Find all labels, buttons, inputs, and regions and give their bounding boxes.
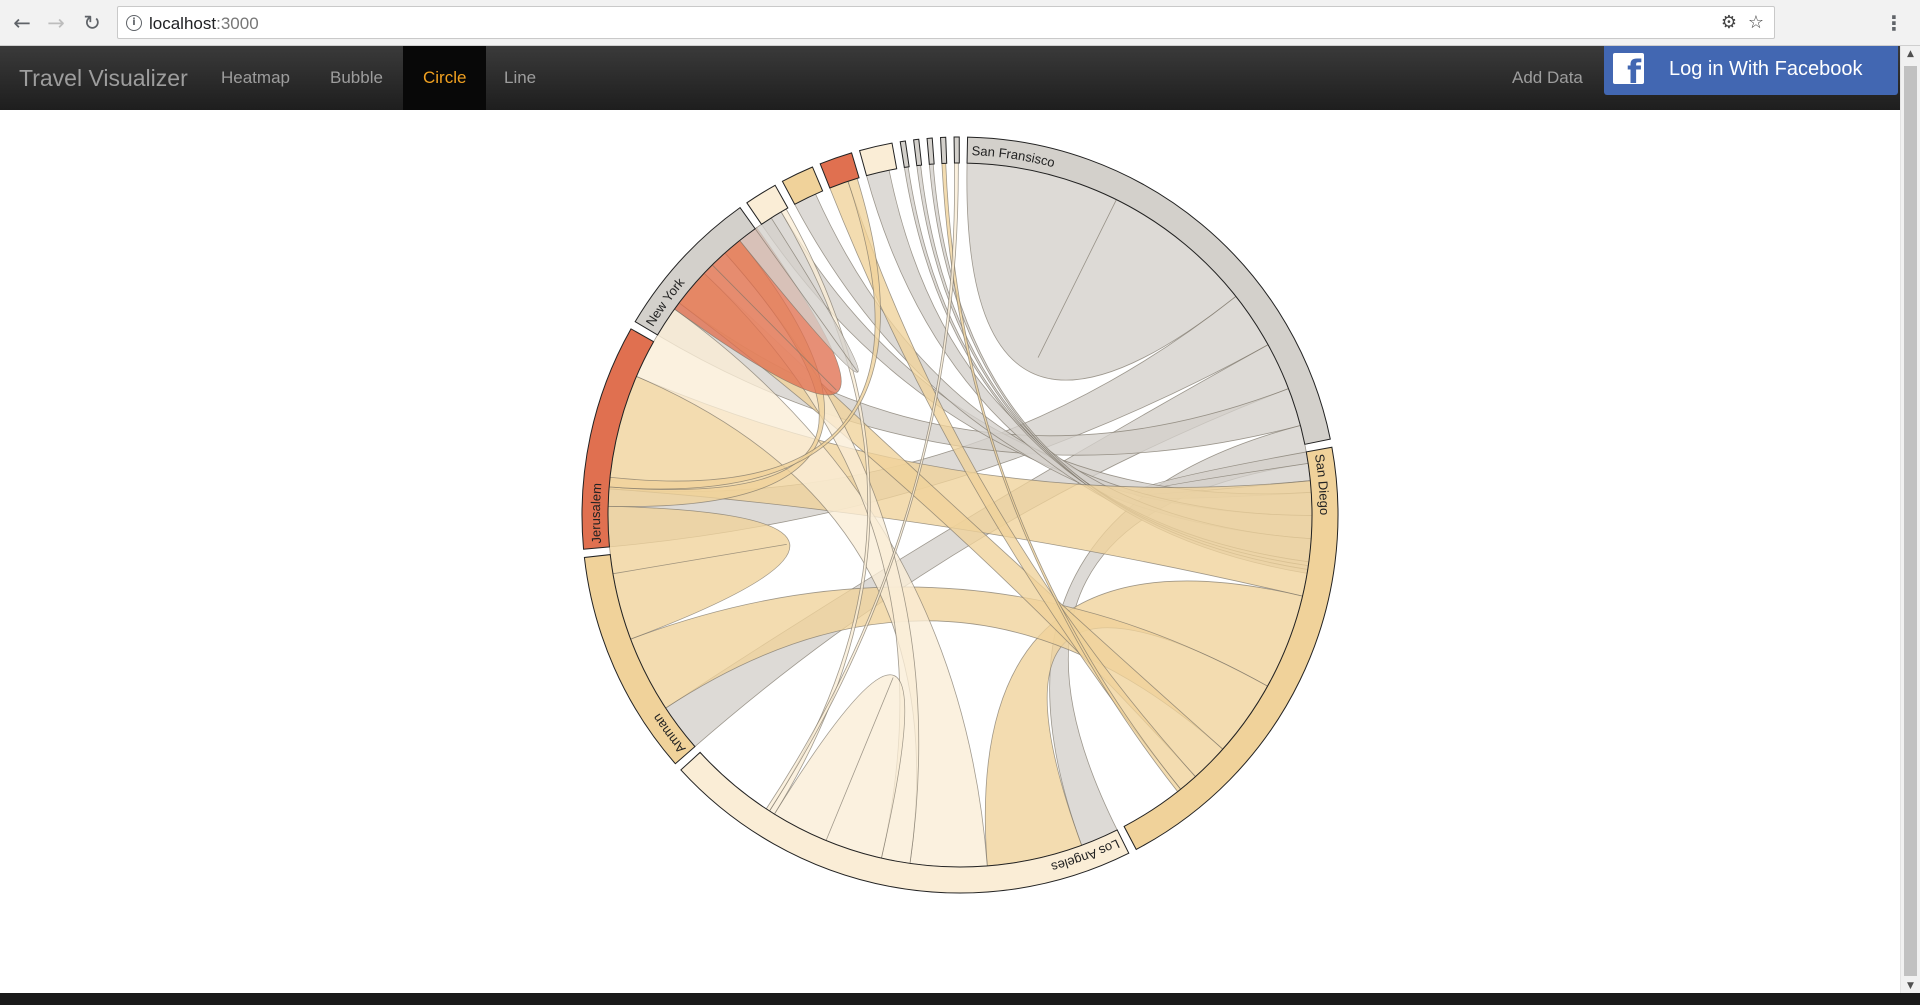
chord-group-arc-2[interactable] <box>680 751 1130 894</box>
chord-group-arc-0[interactable] <box>966 136 1331 445</box>
chord-group-arc-3[interactable] <box>583 554 696 765</box>
chord-group-arc-5[interactable] <box>634 206 756 336</box>
group-label-4: Jerusalem <box>588 482 604 544</box>
facebook-login-button[interactable]: f Log in With Facebook <box>1604 46 1898 95</box>
chord-group-arc-4[interactable] <box>581 328 655 550</box>
forward-arrow-icon[interactable]: → <box>47 11 65 35</box>
page-scrollbar[interactable]: ▲ ▼ <box>1900 46 1920 995</box>
chord-group-arc-6[interactable] <box>746 184 789 225</box>
reload-icon[interactable]: ↻ <box>83 11 101 35</box>
chord-group-arc-11[interactable] <box>913 138 923 167</box>
chord-group-arc-9[interactable] <box>858 142 898 177</box>
scroll-thumb[interactable] <box>1904 66 1917 976</box>
chord-group-arc-12[interactable] <box>926 137 935 165</box>
address-bar[interactable]: i localhost:3000 ⚙ ☆ <box>117 6 1775 39</box>
chord-chart: San Fransisco San Diego Los Angeles Amman Je… <box>0 110 1900 995</box>
translate-blocked-icon[interactable]: ⚙ <box>1720 12 1738 33</box>
nav-circle[interactable]: Circle <box>403 46 487 110</box>
nav-line[interactable]: Line <box>504 68 537 87</box>
back-arrow-icon[interactable]: ← <box>13 11 31 35</box>
url-text[interactable]: localhost:3000 <box>149 14 259 33</box>
chord-group-arc-10[interactable] <box>899 140 910 169</box>
brand-title[interactable]: Travel Visualizer <box>19 65 188 91</box>
os-taskbar <box>0 993 1920 1005</box>
browser-toolbar: ← → ↻ i localhost:3000 ⚙ ☆ ⋮ <box>0 0 1920 46</box>
chord-group-arc-14[interactable] <box>953 136 960 164</box>
info-icon[interactable]: i <box>126 15 142 31</box>
nav-heatmap[interactable]: Heatmap <box>221 68 290 87</box>
browser-menu-icon[interactable]: ⋮ <box>1884 11 1904 35</box>
chord-ribbons <box>607 162 1313 868</box>
group-label-1: San Diego <box>1312 453 1332 515</box>
add-data-link[interactable]: Add Data <box>1512 68 1583 87</box>
facebook-logo-icon: f <box>1613 53 1644 88</box>
chord-group-arc-13[interactable] <box>940 136 948 164</box>
facebook-login-label: Log in With Facebook <box>1669 58 1863 80</box>
chord-group-arc-8[interactable] <box>819 152 860 189</box>
nav-bubble[interactable]: Bubble <box>330 68 383 87</box>
scroll-down-icon[interactable]: ▼ <box>1907 981 1914 991</box>
bookmark-star-icon[interactable]: ☆ <box>1747 12 1765 33</box>
app-navbar: Travel Visualizer Heatmap Bubble Circle … <box>0 46 1900 110</box>
chord-group-arc-1[interactable] <box>1123 446 1339 851</box>
scroll-up-icon[interactable]: ▲ <box>1907 49 1914 59</box>
chord-group-arc-7[interactable] <box>781 166 824 205</box>
